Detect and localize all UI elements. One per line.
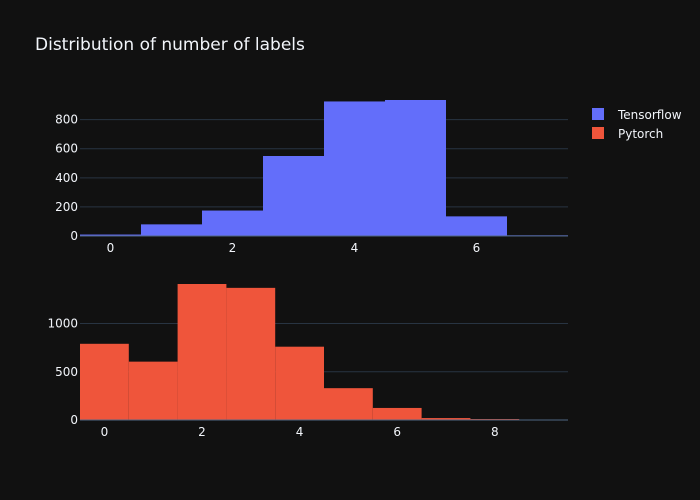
tensorflow-y-tick-label: 600	[55, 142, 78, 156]
tensorflow-bar[interactable]	[263, 156, 324, 236]
pytorch-bar[interactable]	[372, 407, 422, 420]
pytorch-bar[interactable]	[80, 343, 129, 420]
legend-label-tensorflow: Tensorflow	[617, 108, 682, 122]
tensorflow-bar[interactable]	[202, 210, 263, 236]
tensorflow-y-tick-label: 200	[55, 200, 78, 214]
pytorch-bar[interactable]	[177, 284, 227, 420]
pytorch-bar[interactable]	[421, 418, 471, 420]
pytorch-bars	[80, 284, 568, 420]
tensorflow-y-tick-label: 400	[55, 171, 78, 185]
legend-swatch-tensorflow	[592, 108, 604, 120]
tensorflow-y-tick-label: 0	[70, 229, 78, 243]
pytorch-subplot: 0 500 1000 0 2 4 6 8	[47, 284, 568, 439]
pytorch-axes: 0 500 1000 0 2 4 6 8	[47, 317, 568, 439]
pytorch-x-tick-label: 2	[198, 425, 206, 439]
tensorflow-x-tick-label: 4	[351, 241, 359, 255]
pytorch-bar[interactable]	[226, 287, 276, 420]
legend: Tensorflow Pytorch	[592, 108, 682, 141]
legend-item-pytorch[interactable]: Pytorch	[592, 127, 663, 141]
pytorch-bar[interactable]	[275, 346, 324, 420]
legend-swatch-pytorch	[592, 127, 604, 139]
tensorflow-bar[interactable]	[446, 216, 507, 236]
chart-title: Distribution of number of labels	[35, 35, 305, 55]
tensorflow-bar[interactable]	[80, 234, 141, 236]
pytorch-y-tick-label: 500	[55, 365, 78, 379]
tensorflow-bar[interactable]	[324, 101, 385, 236]
tensorflow-bar[interactable]	[141, 224, 202, 236]
pytorch-x-tick-label: 6	[393, 425, 401, 439]
pytorch-x-tick-label: 4	[296, 425, 304, 439]
tensorflow-x-tick-label: 6	[473, 241, 481, 255]
tensorflow-bar[interactable]	[385, 100, 446, 236]
pytorch-bar[interactable]	[324, 388, 373, 420]
pytorch-y-tick-label: 1000	[47, 317, 78, 331]
tensorflow-x-tick-label: 0	[107, 241, 115, 255]
pytorch-y-tick-label: 0	[70, 413, 78, 427]
tensorflow-x-tick-label: 2	[229, 241, 237, 255]
tensorflow-y-tick-label: 800	[55, 113, 78, 127]
pytorch-x-tick-label: 8	[491, 425, 499, 439]
pytorch-bar[interactable]	[128, 361, 178, 420]
tensorflow-subplot: 0 200 400 600 800 0 2 4 6	[55, 100, 568, 255]
tensorflow-bars	[80, 100, 568, 236]
tensorflow-axes: 0 200 400 600 800 0 2 4 6	[55, 113, 568, 255]
legend-label-pytorch: Pytorch	[618, 127, 663, 141]
pytorch-x-tick-label: 0	[101, 425, 109, 439]
legend-item-tensorflow[interactable]: Tensorflow	[592, 108, 682, 122]
